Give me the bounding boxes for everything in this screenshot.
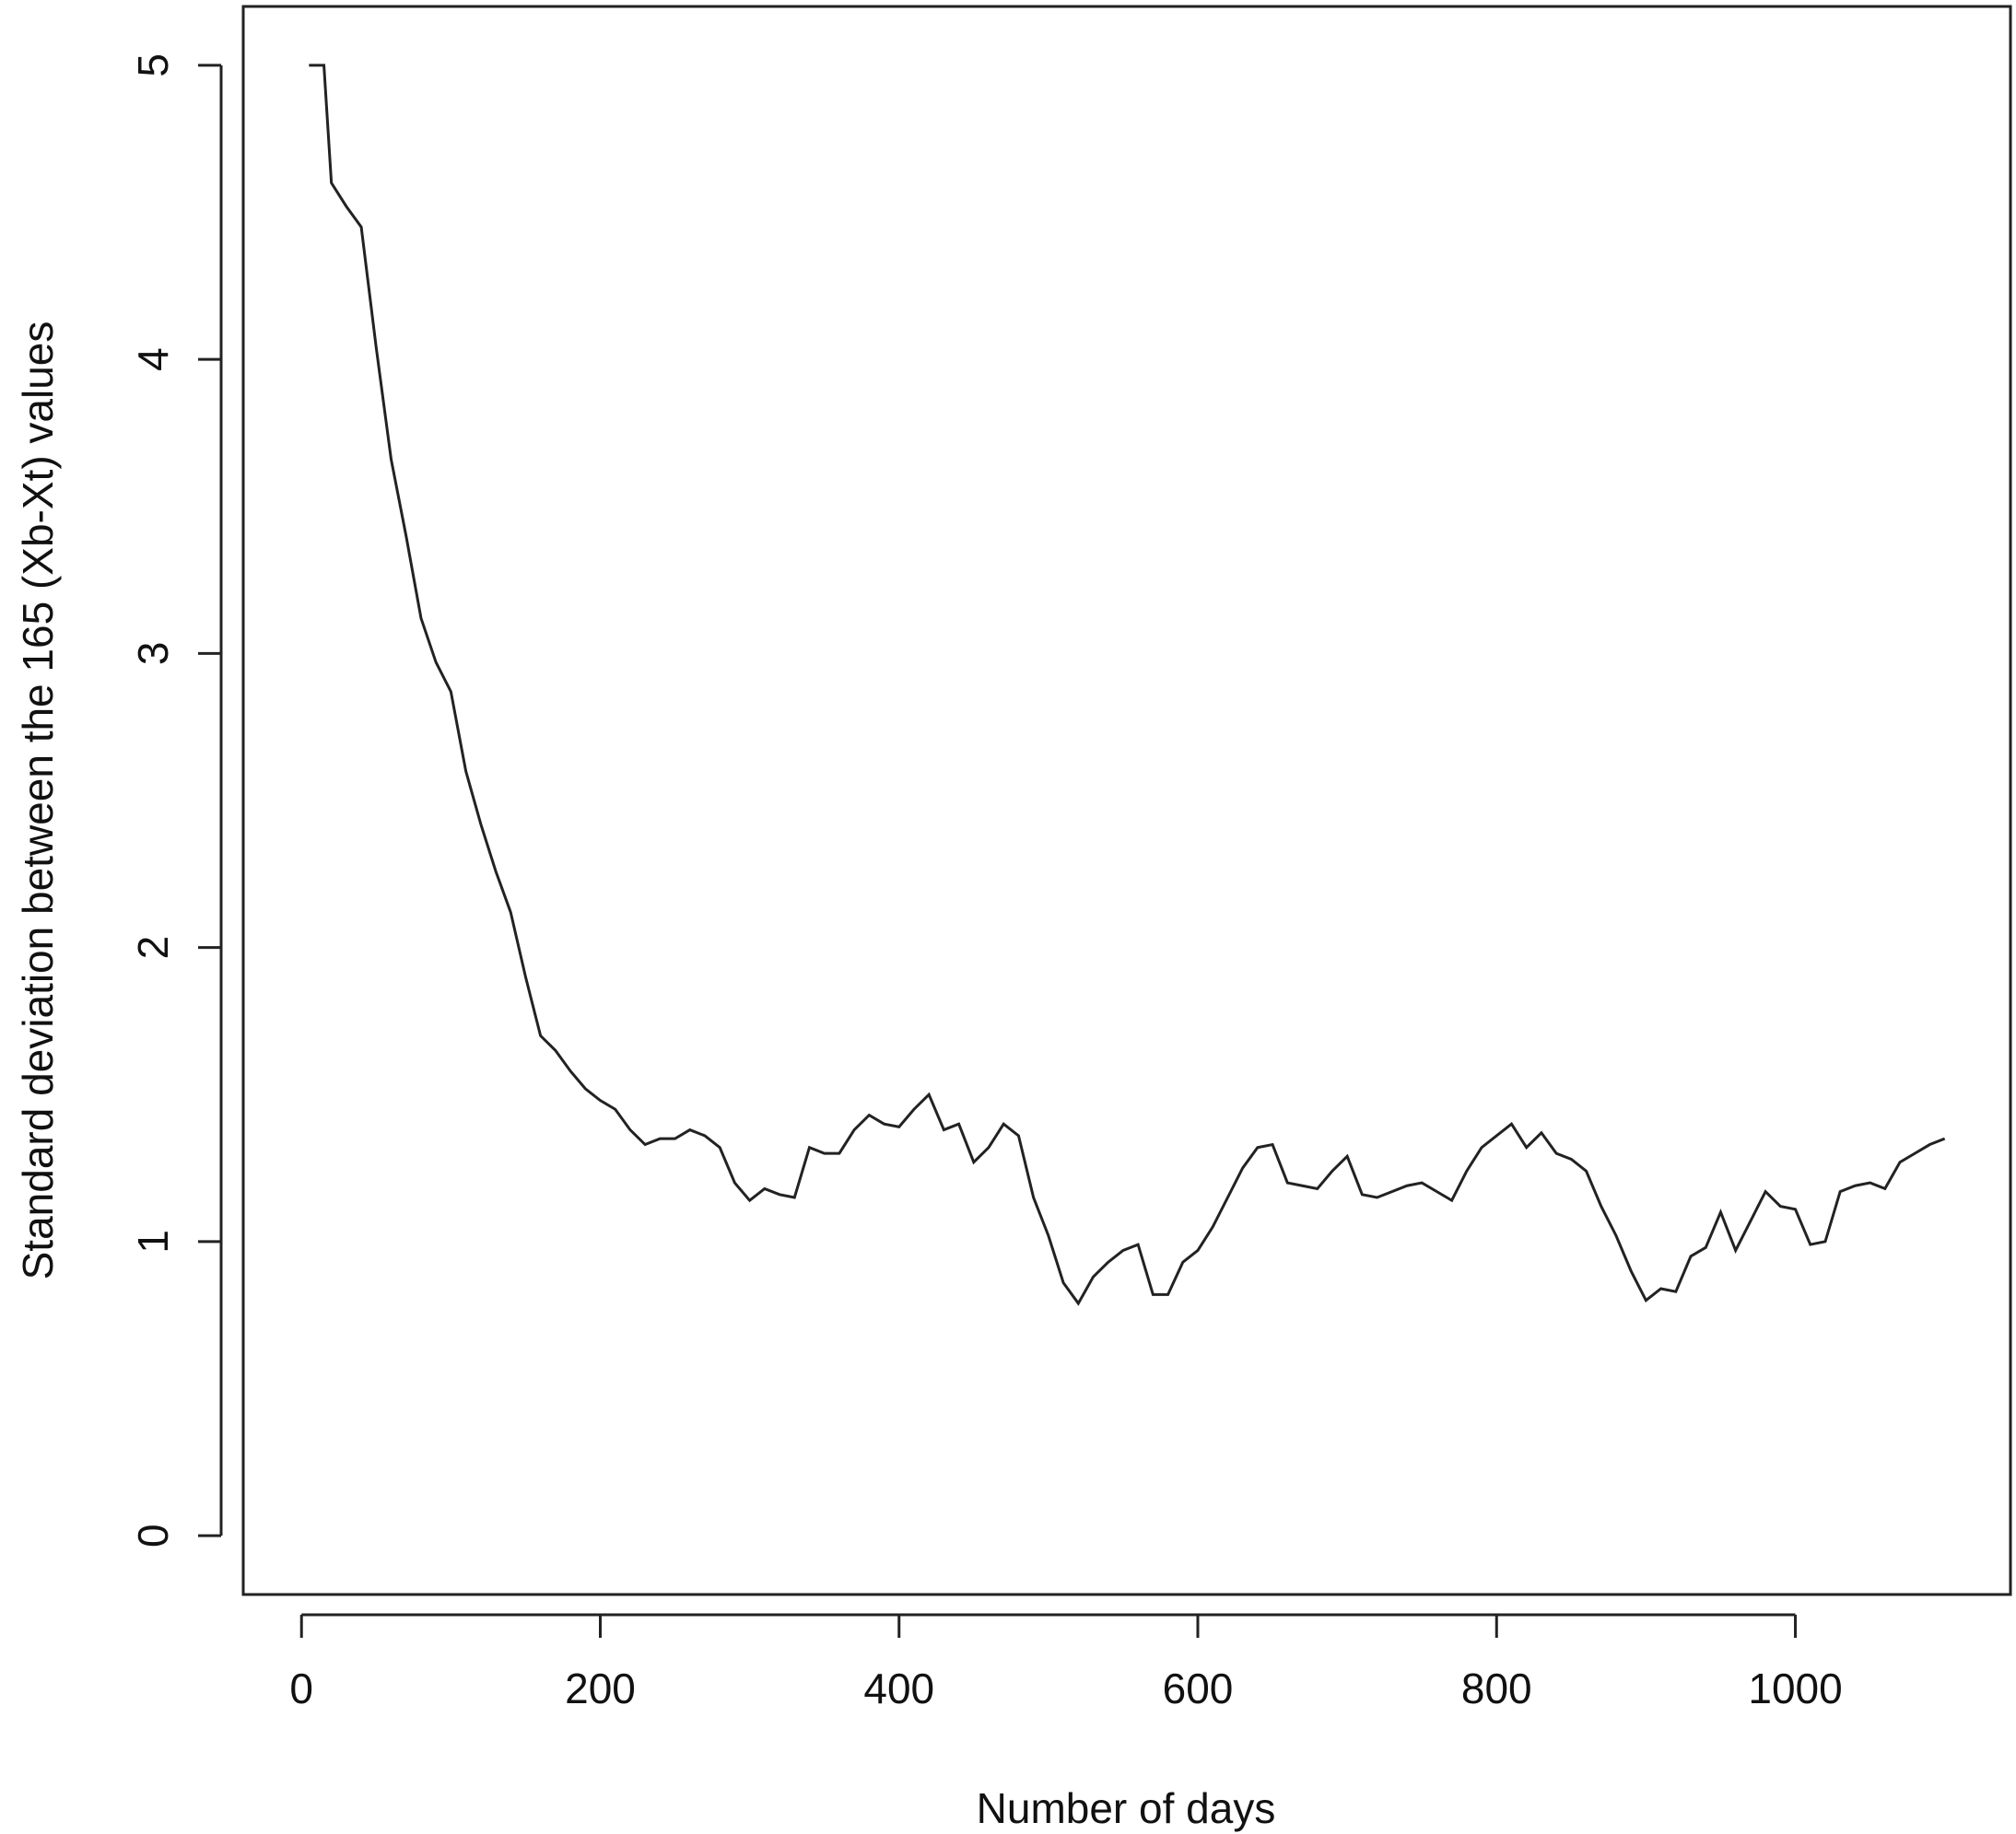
x-axis-title: Number of days [977,1784,1276,1832]
x-tick-label: 800 [1461,1665,1532,1712]
plot-frame [241,5,2012,1596]
x-tick-label: 200 [565,1665,636,1712]
x-tick-label: 600 [1163,1665,1234,1712]
y-tick-label: 1 [129,1230,177,1254]
x-tick-label: 1000 [1748,1665,1842,1712]
y-tick-label: 3 [129,642,177,666]
y-tick-label: 5 [129,53,177,77]
x-tick-label: 0 [289,1665,313,1712]
x-tick-label: 400 [863,1665,934,1712]
data-line [309,64,1946,1306]
y-tick-label: 4 [129,347,177,371]
y-tick-label: 0 [129,1524,177,1548]
y-tick-label: 2 [129,936,177,960]
y-axis-title: Standard deviation between the 165 (Xb-X… [14,321,62,1280]
